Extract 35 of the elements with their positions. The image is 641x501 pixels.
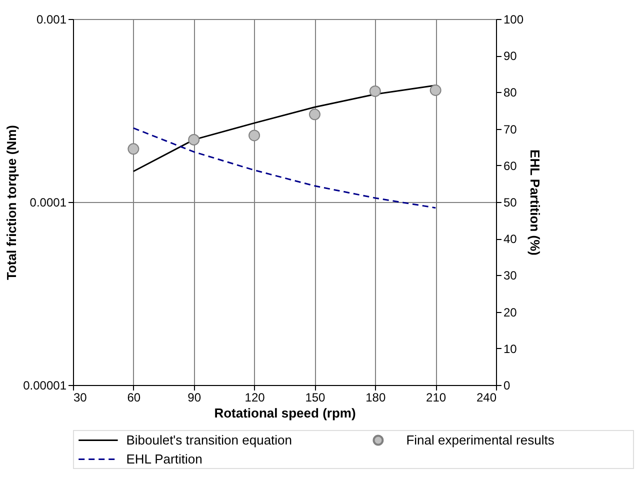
x-axis-title: Rotational speed (rpm) <box>214 406 356 420</box>
x-tick-label: 150 <box>305 390 326 404</box>
y-tick-label: 0.001 <box>36 12 67 26</box>
y-axis-title: Total friction torque (Nm) <box>4 124 20 280</box>
legend-label: Biboulet's transition equation <box>126 432 292 448</box>
x-tick-label: 120 <box>244 390 266 404</box>
x-tick-label: 60 <box>127 390 141 404</box>
x-tick-label: 210 <box>426 390 446 404</box>
y2-tick-label: 50 <box>504 196 518 210</box>
y2-tick-label: 60 <box>504 158 518 173</box>
point <box>308 108 320 120</box>
y2-tick-label: 20 <box>504 305 518 320</box>
x-tick-label: 30 <box>74 390 88 404</box>
legend-label: EHL Partition <box>126 451 202 466</box>
point <box>128 143 140 155</box>
y2-axis-title: EHL Partition (%) <box>528 150 543 256</box>
y2-tick-label: 70 <box>504 122 518 136</box>
y2-tick-label: 40 <box>504 232 518 246</box>
point <box>369 85 381 97</box>
x-tick-label: 90 <box>188 390 202 404</box>
legend-label: Final experimental results <box>406 432 555 448</box>
line-series <box>132 127 436 209</box>
y2-tick-label: 10 <box>504 342 518 356</box>
y2-tick-label: 80 <box>504 86 518 100</box>
point <box>188 134 200 146</box>
y-tick-label: 0.00001 <box>23 378 67 392</box>
y2-tick-label: 0 <box>504 378 510 392</box>
x-tick-label: 180 <box>366 390 386 404</box>
point <box>430 84 442 96</box>
y-tick-label: 0.0001 <box>30 196 67 210</box>
x-tick-label: 240 <box>476 390 497 404</box>
y2-tick-label: 30 <box>504 268 518 283</box>
y2-tick-label: 100 <box>504 12 524 26</box>
point <box>248 130 260 142</box>
y2-tick-label: 90 <box>504 49 518 64</box>
